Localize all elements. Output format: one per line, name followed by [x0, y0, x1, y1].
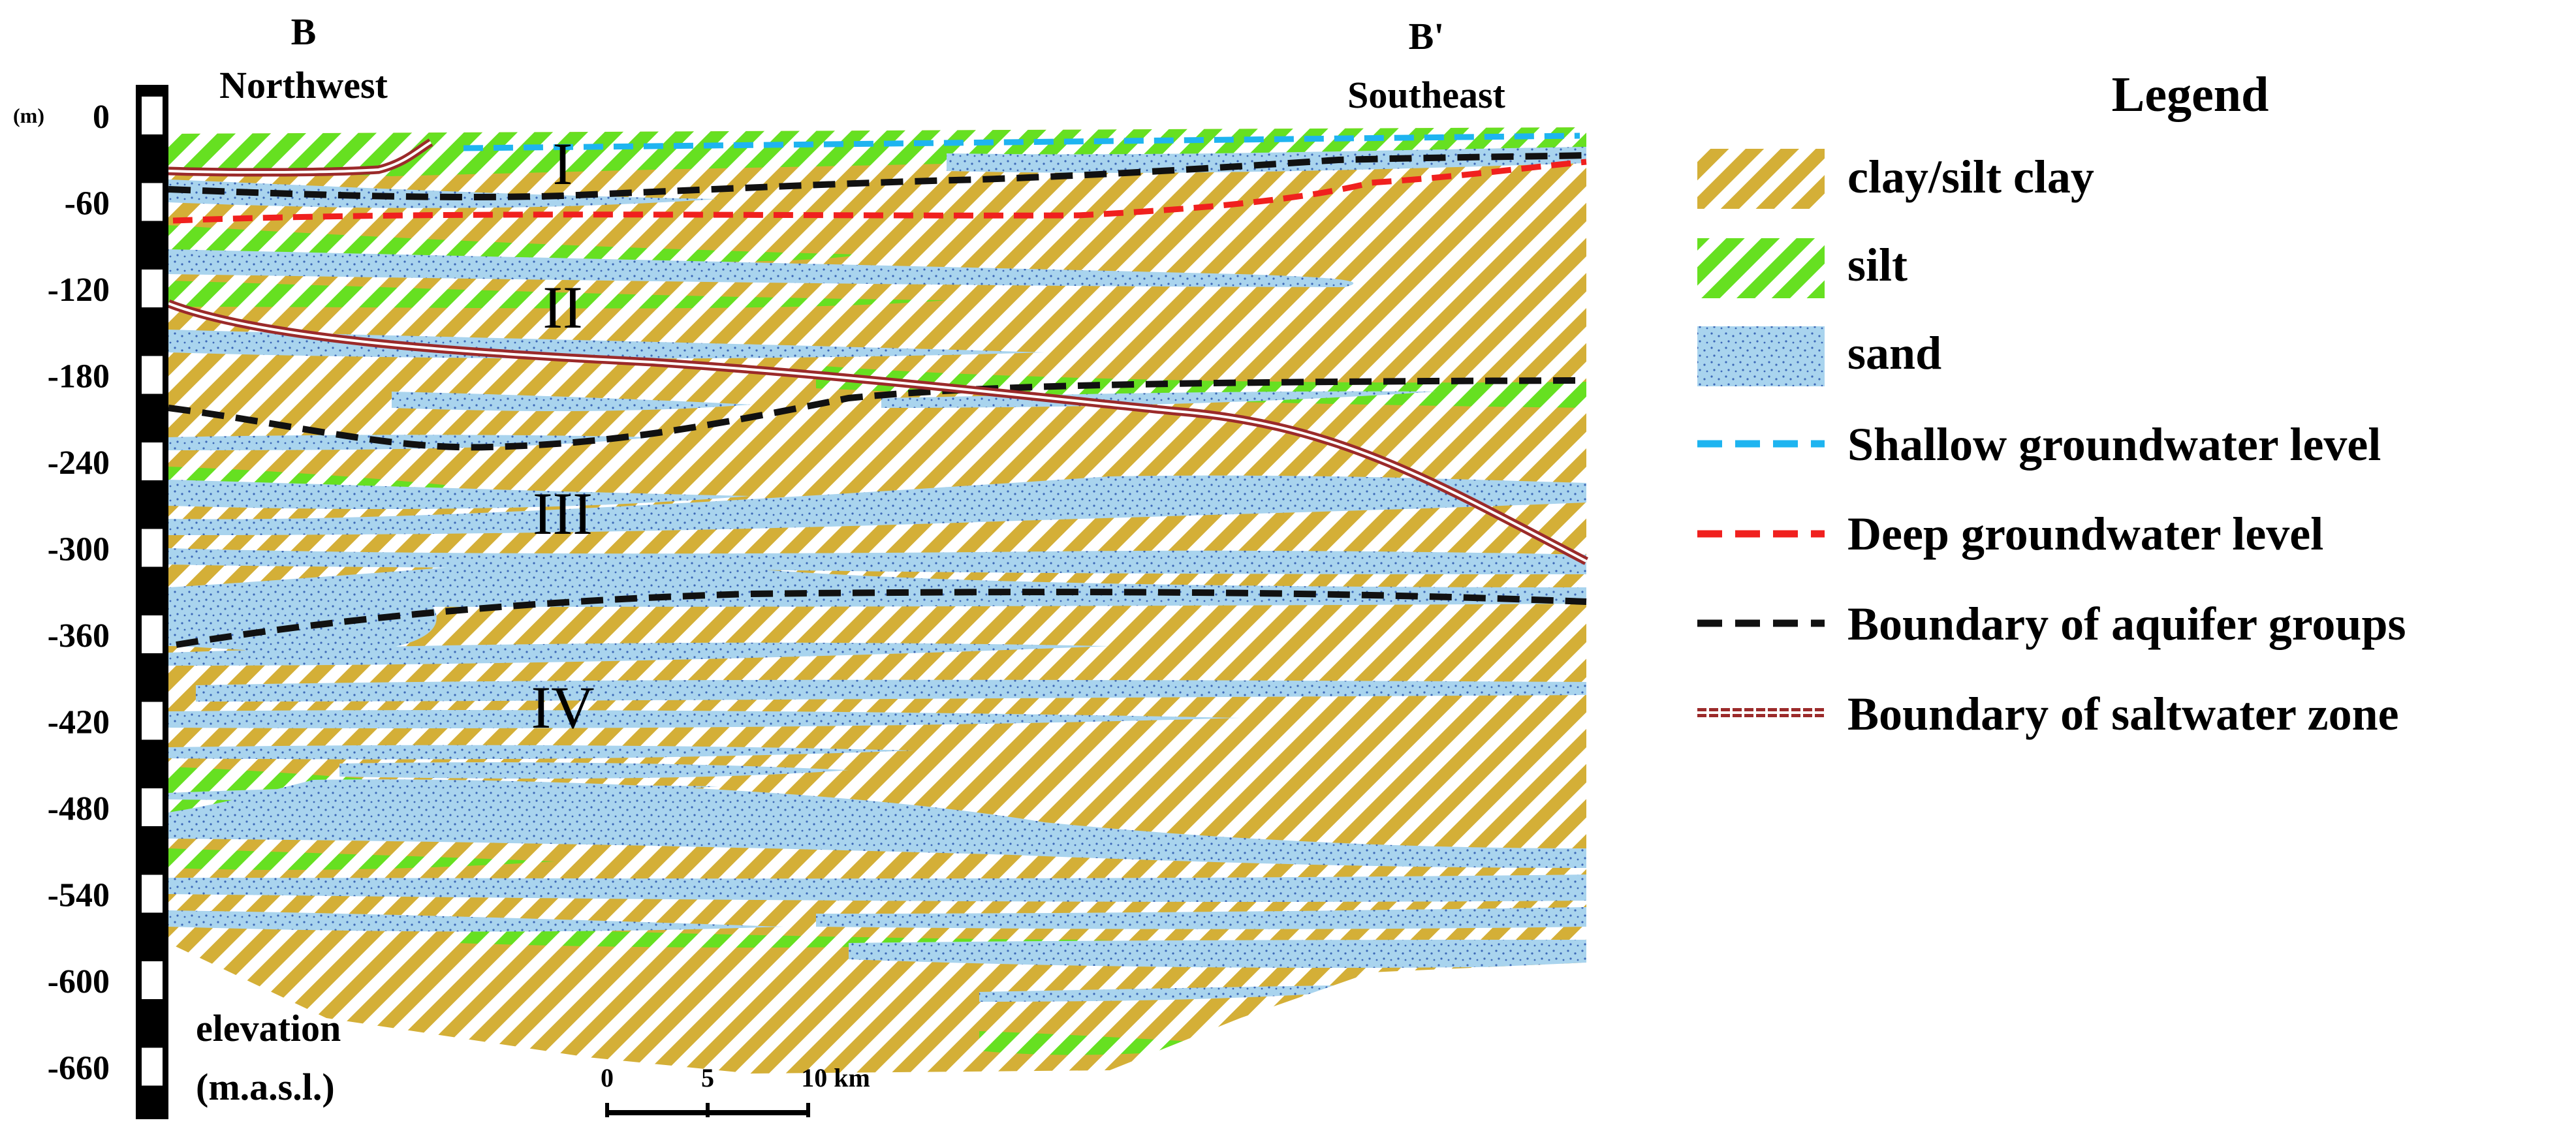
elevation-bar-block — [142, 97, 163, 134]
legend-label-aquifer-boundary: Boundary of aquifer groups — [1847, 598, 2406, 650]
aquifer-group-iv: IV — [531, 674, 594, 741]
scale-label-5: 5 — [701, 1063, 714, 1092]
deep-groundwater-line — [172, 159, 1587, 224]
elevation-tick-label: -240 — [48, 444, 110, 482]
legend-swatch-clay — [1697, 149, 1825, 209]
elevation-bar-block — [142, 702, 163, 740]
boundary-i-ii — [168, 152, 1587, 200]
legend-label-shallow-gw: Shallow groundwater level — [1847, 418, 2381, 471]
legend: Legend clay/silt clay silt sand Shallow … — [1697, 67, 2406, 740]
legend-swatch-silt — [1697, 238, 1825, 298]
section-left-direction: Northwest — [219, 64, 388, 106]
scale-bar: 0 5 10 km — [601, 1063, 870, 1117]
cross-section: I II III IV — [166, 127, 1589, 1074]
elevation-axis-title-line2: (m.a.s.l.) — [196, 1066, 335, 1108]
boundary-iii-iv — [176, 589, 1587, 648]
elevation-bar-block — [142, 874, 163, 913]
section-right-label: B' — [1409, 15, 1445, 57]
saltwater-boundary — [166, 138, 1589, 565]
elevation-bar-block — [142, 788, 163, 826]
elevation-tick-label: 0 — [93, 99, 110, 136]
shallow-groundwater-line — [463, 132, 1580, 151]
elevation-bar — [136, 85, 168, 1119]
elevation-tick-label: -300 — [48, 531, 110, 568]
elevation-tick-label: -600 — [48, 963, 110, 1000]
elevation-bar-block — [142, 615, 163, 653]
elevation-tick-label: -660 — [48, 1050, 110, 1087]
section-left-label: B — [291, 10, 317, 53]
elevation-tick-label: -360 — [48, 617, 110, 655]
elevation-tick-label: -120 — [48, 271, 110, 309]
aquifer-group-i: I — [553, 131, 573, 197]
legend-swatch-sand — [1697, 326, 1825, 386]
elevation-tick-label: -480 — [48, 790, 110, 827]
legend-label-deep-gw: Deep groundwater level — [1847, 508, 2323, 560]
elevation-tick-label: -60 — [65, 185, 110, 223]
aquifer-group-ii: II — [542, 274, 582, 341]
elevation-bar-block — [142, 529, 163, 567]
elevation-bar-block — [142, 356, 163, 394]
boundary-ii-iii — [168, 377, 1587, 451]
elevation-tick-label: -540 — [48, 877, 110, 914]
legend-label-saltwater-boundary: Boundary of saltwater zone — [1847, 688, 2399, 740]
aquifer-group-iii: III — [533, 480, 593, 547]
aquifer-boundaries — [168, 152, 1587, 648]
legend-label-clay: clay/silt clay — [1847, 151, 2094, 203]
section-right-direction: Southeast — [1347, 74, 1505, 116]
legend-label-silt: silt — [1847, 239, 1908, 291]
elevation-bar-block — [142, 270, 163, 307]
scale-label-10km: 10 km — [801, 1063, 870, 1092]
elevation-tick-label: -420 — [48, 704, 110, 741]
legend-label-sand: sand — [1847, 327, 1941, 379]
elevation-unit-label: (m) — [13, 104, 44, 127]
elevation-axis-title-line1: elevation — [196, 1007, 341, 1049]
elevation-tick-label: -180 — [48, 358, 110, 395]
scale-label-0: 0 — [601, 1063, 614, 1092]
elevation-axis: 0 -60 -120 -180 -240 -300 -360 -420 -480 -540 -600… — [13, 85, 341, 1119]
elevation-bar-block — [142, 442, 163, 480]
elevation-bar-block — [142, 961, 163, 999]
elevation-bar-block — [142, 1047, 163, 1086]
elevation-bar-block — [142, 183, 163, 221]
legend-title: Legend — [2112, 67, 2269, 122]
